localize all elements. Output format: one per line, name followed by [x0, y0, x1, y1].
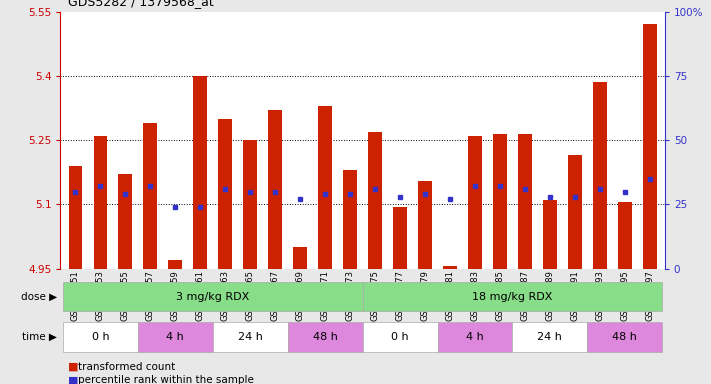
Bar: [138, 322, 213, 352]
Bar: [418, 181, 432, 269]
Text: 0 h: 0 h: [92, 332, 109, 342]
Bar: [268, 110, 282, 269]
Bar: [343, 170, 357, 269]
Bar: [513, 322, 587, 352]
Bar: [593, 82, 606, 269]
Bar: [368, 132, 382, 269]
Bar: [363, 282, 662, 311]
Bar: [587, 322, 662, 352]
Bar: [63, 282, 363, 311]
Text: 3 mg/kg RDX: 3 mg/kg RDX: [176, 291, 250, 302]
Bar: [213, 322, 288, 352]
Bar: [169, 260, 182, 269]
Bar: [618, 202, 631, 269]
Text: 4 h: 4 h: [466, 332, 484, 342]
Bar: [443, 266, 457, 269]
Text: ■: ■: [68, 375, 78, 384]
Bar: [468, 136, 482, 269]
Bar: [288, 322, 363, 352]
Text: 18 mg/kg RDX: 18 mg/kg RDX: [472, 291, 552, 302]
Text: ■: ■: [68, 362, 78, 372]
Text: dose ▶: dose ▶: [21, 291, 57, 302]
Text: 48 h: 48 h: [313, 332, 338, 342]
Text: GDS5282 / 1379568_at: GDS5282 / 1379568_at: [68, 0, 213, 8]
Bar: [393, 207, 407, 269]
Text: 48 h: 48 h: [612, 332, 637, 342]
Bar: [543, 200, 557, 269]
Bar: [437, 322, 513, 352]
Text: transformed count: transformed count: [78, 362, 176, 372]
Bar: [94, 136, 107, 269]
Text: percentile rank within the sample: percentile rank within the sample: [78, 375, 254, 384]
Bar: [119, 174, 132, 269]
Bar: [243, 140, 257, 269]
Bar: [363, 322, 437, 352]
Text: 4 h: 4 h: [166, 332, 184, 342]
Bar: [193, 76, 207, 269]
Bar: [294, 247, 307, 269]
Text: 0 h: 0 h: [391, 332, 409, 342]
Bar: [68, 166, 82, 269]
Bar: [144, 123, 157, 269]
Text: 24 h: 24 h: [538, 332, 562, 342]
Bar: [63, 322, 138, 352]
Bar: [568, 155, 582, 269]
Bar: [319, 106, 332, 269]
Bar: [643, 25, 657, 269]
Bar: [518, 134, 532, 269]
Text: 24 h: 24 h: [237, 332, 262, 342]
Bar: [493, 134, 507, 269]
Bar: [218, 119, 232, 269]
Text: time ▶: time ▶: [22, 332, 57, 342]
